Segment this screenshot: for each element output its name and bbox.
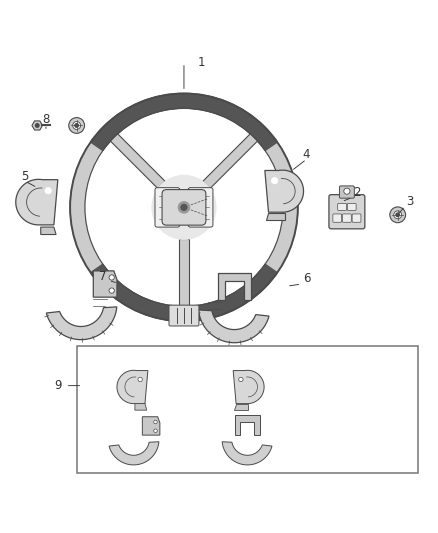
Polygon shape <box>233 370 264 403</box>
Circle shape <box>154 429 157 432</box>
Circle shape <box>394 211 402 219</box>
Polygon shape <box>222 442 272 465</box>
Polygon shape <box>142 417 160 435</box>
Text: 7: 7 <box>99 270 107 282</box>
Circle shape <box>239 377 243 382</box>
Text: 3: 3 <box>406 195 413 208</box>
Circle shape <box>69 118 85 133</box>
Polygon shape <box>234 403 248 410</box>
Circle shape <box>109 275 114 280</box>
Polygon shape <box>117 370 148 403</box>
Circle shape <box>109 288 114 293</box>
FancyBboxPatch shape <box>352 214 361 222</box>
Circle shape <box>154 420 157 424</box>
Text: 9: 9 <box>54 379 62 392</box>
Wedge shape <box>70 93 298 321</box>
Polygon shape <box>46 307 117 340</box>
FancyBboxPatch shape <box>333 214 342 222</box>
Polygon shape <box>41 227 56 235</box>
Wedge shape <box>91 264 277 321</box>
Polygon shape <box>179 239 189 306</box>
Circle shape <box>138 377 142 382</box>
Bar <box>77 346 418 473</box>
FancyBboxPatch shape <box>162 190 206 225</box>
FancyBboxPatch shape <box>188 188 213 227</box>
Circle shape <box>152 175 216 239</box>
Circle shape <box>181 204 187 211</box>
FancyBboxPatch shape <box>329 195 365 229</box>
Polygon shape <box>93 271 117 297</box>
Circle shape <box>272 177 278 184</box>
Text: 1: 1 <box>198 56 205 69</box>
Circle shape <box>344 188 350 194</box>
Polygon shape <box>135 403 147 410</box>
Text: 5: 5 <box>21 170 28 183</box>
Circle shape <box>178 201 190 213</box>
Circle shape <box>73 122 81 130</box>
FancyBboxPatch shape <box>155 188 180 227</box>
FancyBboxPatch shape <box>339 186 354 198</box>
Polygon shape <box>198 310 269 343</box>
Polygon shape <box>16 179 58 225</box>
FancyBboxPatch shape <box>347 204 356 211</box>
Text: 8: 8 <box>42 114 49 126</box>
FancyBboxPatch shape <box>343 214 351 222</box>
Polygon shape <box>32 121 42 130</box>
Text: 2: 2 <box>353 185 361 198</box>
Polygon shape <box>266 213 285 220</box>
Polygon shape <box>110 134 165 189</box>
Polygon shape <box>265 170 304 212</box>
Polygon shape <box>218 273 251 300</box>
Polygon shape <box>203 134 258 189</box>
Circle shape <box>35 124 39 127</box>
Circle shape <box>75 124 78 127</box>
Circle shape <box>396 213 399 216</box>
Text: 4: 4 <box>303 148 311 161</box>
Polygon shape <box>235 415 260 435</box>
Circle shape <box>390 207 406 223</box>
Circle shape <box>45 188 51 194</box>
Wedge shape <box>91 93 277 150</box>
FancyBboxPatch shape <box>338 204 346 211</box>
Polygon shape <box>109 442 159 465</box>
Text: 6: 6 <box>303 272 311 285</box>
FancyBboxPatch shape <box>169 305 199 326</box>
